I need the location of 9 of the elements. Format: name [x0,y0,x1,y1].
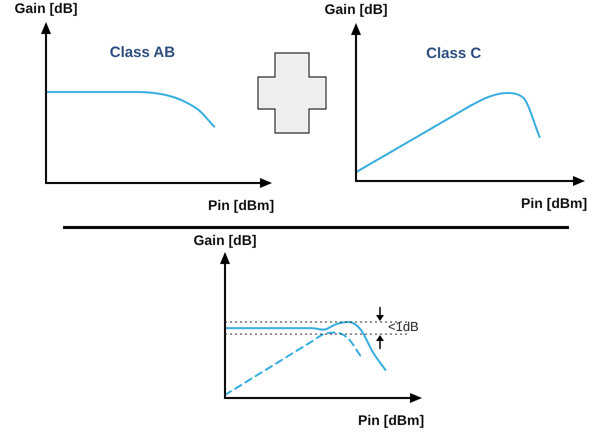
y-axis-title: Gain [dB] [194,232,256,248]
y-axis-title: Gain [dB] [14,0,78,16]
text: Class C [426,45,482,62]
y-axis-title: Gain [dB] [324,1,388,17]
x-axis-title: Pin [dBm] [208,197,274,213]
x-axis-title: Pin [dBm] [358,412,424,428]
text: Class AB [110,44,176,61]
x-axis-title: Pin [dBm] [521,195,588,211]
annotation: <1dB [388,319,419,334]
